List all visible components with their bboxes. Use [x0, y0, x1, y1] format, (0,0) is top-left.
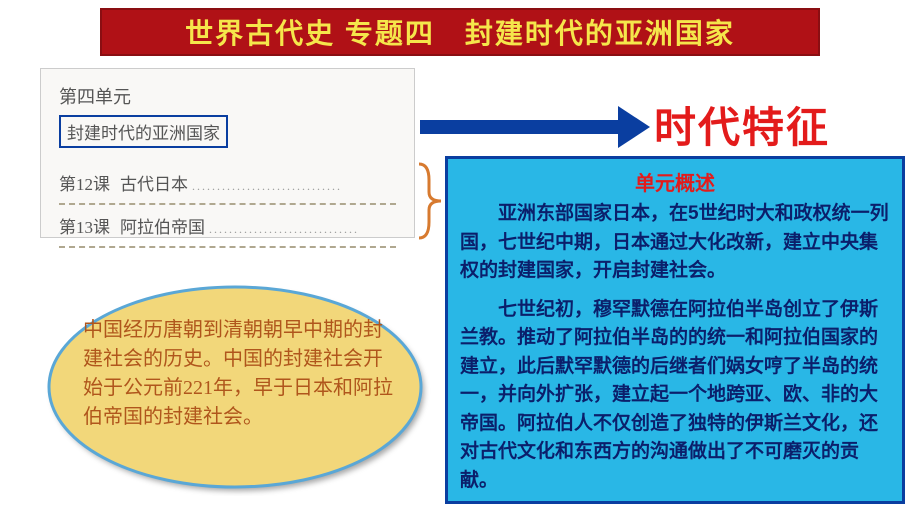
- toc-subtitle-highlight: 封建时代的亚洲国家: [59, 115, 228, 148]
- toc-lesson-title: 古代日本: [120, 170, 188, 195]
- ellipse-callout: 中国经历唐朝到清朝朝早中期的封建社会的历史。中国的封建社会开始于公元前221年，…: [38, 278, 433, 496]
- summary-paragraph-1: 亚洲东部国家日本，在5世纪时大和政权统一列国，七世纪中期，日本通过大化改新，建立…: [460, 200, 890, 286]
- toc-lesson-num: 第12课: [59, 170, 110, 195]
- toc-dots: ..............................: [188, 179, 396, 194]
- title-bar: 世界古代史 专题四 封建时代的亚洲国家: [100, 8, 820, 56]
- toc-lesson-row: 第13课 阿拉伯帝国 .............................…: [59, 213, 396, 248]
- ellipse-text: 中国经历唐朝到清朝朝早中期的封建社会的历史。中国的封建社会开始于公元前221年，…: [83, 316, 393, 432]
- brace-icon: [415, 162, 443, 240]
- toc-lesson-title: 阿拉伯帝国: [120, 213, 205, 238]
- toc-lesson-row: 第12课 古代日本 ..............................: [59, 170, 396, 205]
- toc-dots: ..............................: [205, 222, 396, 237]
- arrow-right: [420, 110, 650, 144]
- toc-unit: 第四单元: [59, 83, 396, 109]
- toc-lesson-num: 第13课: [59, 213, 110, 238]
- arrow-body: [420, 120, 620, 134]
- arrow-head-icon: [618, 106, 650, 148]
- toc-subtitle: 封建时代的亚洲国家: [67, 124, 220, 143]
- era-label: 时代特征: [654, 94, 830, 155]
- brace-path: [419, 164, 441, 238]
- toc-box: 第四单元 封建时代的亚洲国家 第12课 古代日本 ...............…: [40, 68, 415, 238]
- summary-paragraph-2: 七世纪初，穆罕默德在阿拉伯半岛创立了伊斯兰教。推动了阿拉伯半岛的的统一和阿拉伯国…: [460, 296, 890, 496]
- summary-heading: 单元概述: [460, 167, 890, 196]
- title-text: 世界古代史 专题四 封建时代的亚洲国家: [185, 12, 735, 52]
- summary-box: 单元概述 亚洲东部国家日本，在5世纪时大和政权统一列国，七世纪中期，日本通过大化…: [445, 156, 905, 504]
